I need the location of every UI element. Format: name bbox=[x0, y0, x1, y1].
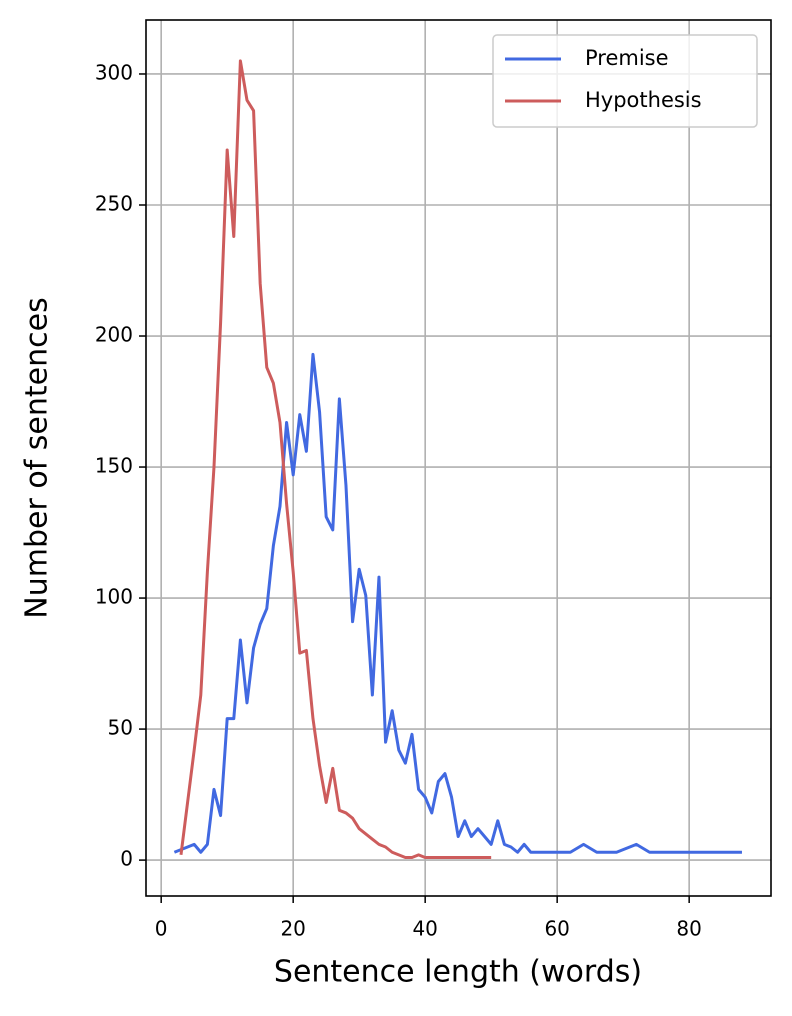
y-tick-label: 200 bbox=[95, 323, 133, 347]
x-tick-label: 20 bbox=[280, 917, 305, 941]
y-tick-label: 150 bbox=[95, 454, 133, 478]
legend: Premise Hypothesis bbox=[492, 34, 758, 128]
x-tick-label: 40 bbox=[412, 917, 437, 941]
series-line bbox=[173, 352, 742, 854]
y-tick-label: 250 bbox=[95, 192, 133, 216]
x-tick-label: 0 bbox=[155, 917, 168, 941]
y-tick-label: 300 bbox=[95, 60, 133, 84]
plot-frame bbox=[145, 19, 772, 897]
legend-label: Premise bbox=[585, 46, 669, 70]
x-tick-label: 80 bbox=[676, 917, 701, 941]
y-tick-label: 0 bbox=[120, 847, 133, 871]
y-axis-label: Number of sentences bbox=[20, 297, 55, 618]
x-axis-label: Sentence length (words) bbox=[274, 955, 642, 990]
x-tick-label: 60 bbox=[544, 917, 569, 941]
y-tick-label: 100 bbox=[95, 585, 133, 609]
series-line bbox=[179, 59, 492, 859]
legend-label: Hypothesis bbox=[585, 88, 702, 112]
y-tick-label: 50 bbox=[108, 716, 133, 740]
